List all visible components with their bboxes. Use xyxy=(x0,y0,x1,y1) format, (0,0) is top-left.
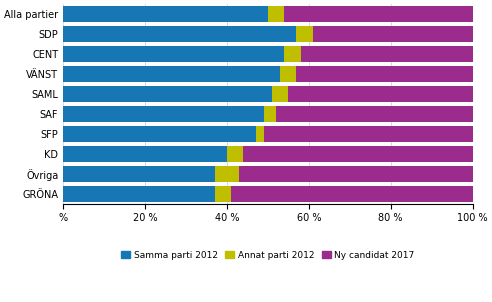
Bar xyxy=(297,66,472,82)
Bar xyxy=(255,126,264,142)
Bar xyxy=(313,26,472,42)
Bar xyxy=(63,186,215,202)
Bar xyxy=(63,46,284,62)
Bar xyxy=(215,186,231,202)
Bar xyxy=(272,86,288,102)
Bar xyxy=(63,6,268,22)
Bar xyxy=(276,106,472,122)
Bar xyxy=(63,66,280,82)
Bar xyxy=(284,46,301,62)
Bar xyxy=(280,66,297,82)
Bar xyxy=(231,186,472,202)
Bar xyxy=(268,6,284,22)
Bar xyxy=(215,166,239,182)
Bar xyxy=(284,6,472,22)
Bar xyxy=(264,126,472,142)
Bar xyxy=(297,26,313,42)
Bar xyxy=(63,166,215,182)
Bar xyxy=(239,166,472,182)
Bar xyxy=(227,146,243,162)
Bar xyxy=(63,146,227,162)
Bar xyxy=(63,126,255,142)
Bar xyxy=(243,146,472,162)
Bar xyxy=(63,26,297,42)
Bar xyxy=(301,46,472,62)
Bar xyxy=(288,86,472,102)
Bar xyxy=(63,106,264,122)
Legend: Samma parti 2012, Annat parti 2012, Ny candidat 2017: Samma parti 2012, Annat parti 2012, Ny c… xyxy=(118,247,418,263)
Bar xyxy=(264,106,276,122)
Bar xyxy=(63,86,272,102)
